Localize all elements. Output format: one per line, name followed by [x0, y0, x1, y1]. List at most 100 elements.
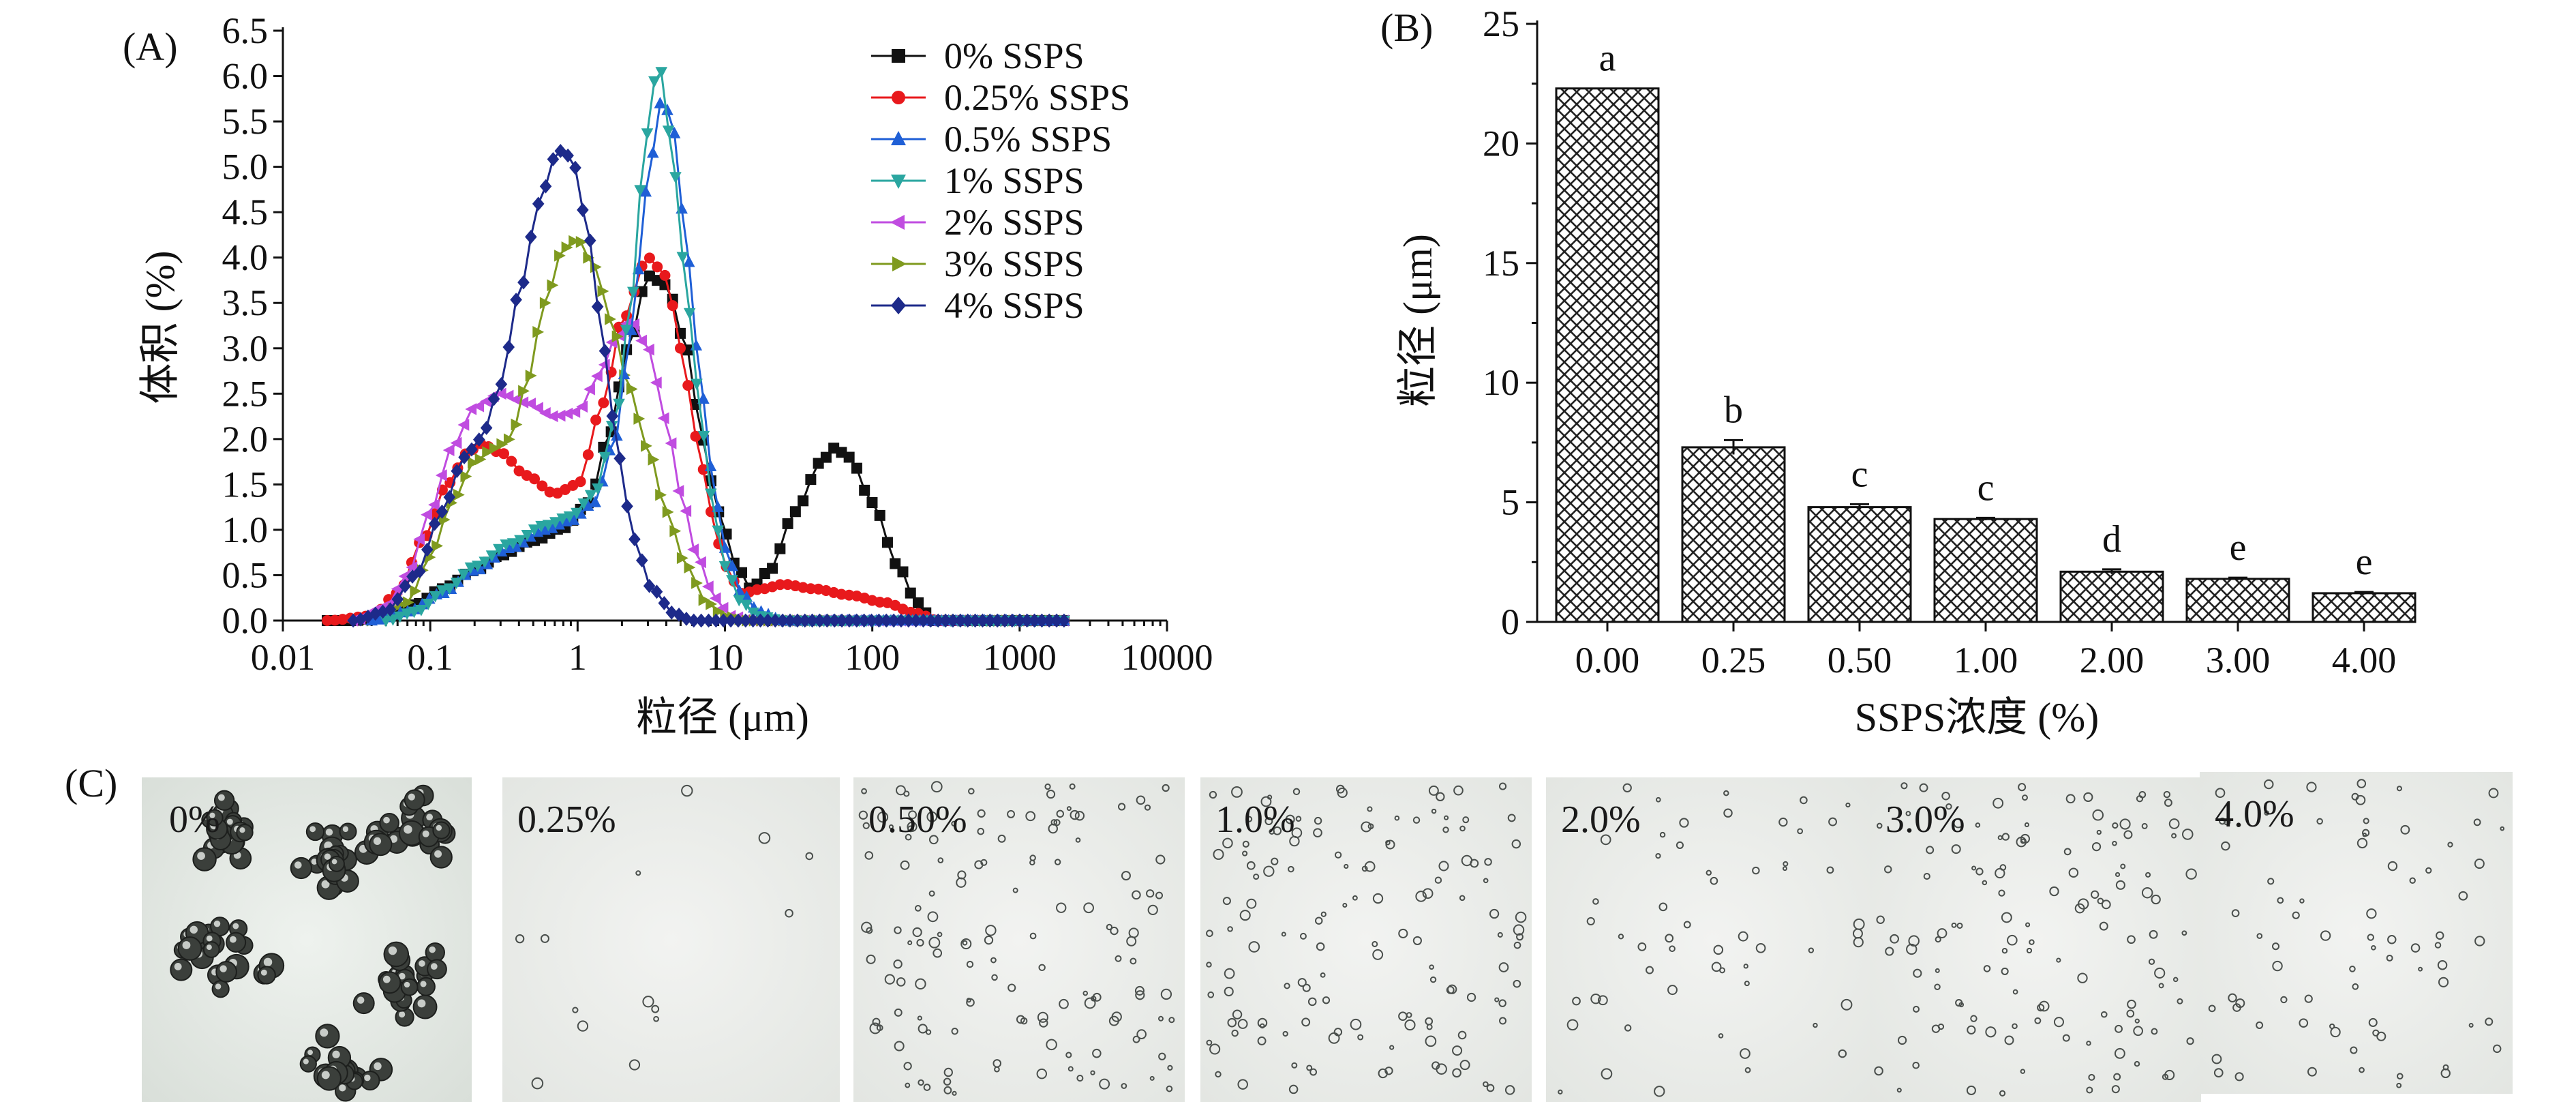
droplet — [2096, 829, 2102, 835]
droplet — [888, 824, 894, 830]
droplet — [1956, 922, 1963, 929]
data-point — [528, 524, 541, 536]
significance-letter: a — [1599, 38, 1616, 80]
legend-label: 3% SSPS — [944, 243, 1085, 284]
droplet — [2120, 863, 2126, 869]
droplet — [1457, 1030, 1467, 1040]
data-point — [613, 321, 624, 333]
data-point — [639, 185, 652, 197]
panel-b-x-label: SSPS浓度 (%) — [1855, 695, 2099, 740]
x-tick-label: 0.01 — [251, 637, 316, 678]
data-point — [789, 506, 801, 518]
droplet-highlight — [206, 935, 213, 942]
droplet-highlight — [422, 830, 429, 837]
data-point — [584, 490, 597, 502]
data-point — [626, 286, 639, 299]
data-point — [466, 442, 478, 457]
droplet — [2299, 1018, 2309, 1028]
data-point — [474, 563, 486, 575]
data-point — [539, 179, 552, 194]
droplet — [1431, 808, 1437, 814]
droplet — [1992, 797, 2004, 809]
data-point — [421, 508, 432, 521]
droplet — [1398, 1011, 1408, 1021]
droplet — [2440, 1068, 2451, 1079]
droplet — [531, 1077, 544, 1090]
droplet — [1295, 816, 1302, 822]
droplet — [1288, 865, 1294, 873]
y-tick-label: 4.5 — [222, 192, 269, 233]
droplet — [1428, 785, 1439, 796]
droplet — [937, 932, 943, 938]
data-point — [415, 604, 427, 616]
data-point — [502, 389, 514, 402]
droplet-highlight — [389, 835, 398, 843]
data-point — [584, 233, 596, 248]
droplet — [1301, 1017, 1311, 1027]
data-point — [506, 456, 517, 467]
droplet — [1975, 867, 1984, 876]
droplet — [2026, 947, 2033, 954]
droplet — [1436, 1063, 1447, 1075]
droplet — [2438, 977, 2449, 987]
data-point — [924, 613, 937, 628]
data-point — [532, 196, 545, 211]
data-point — [672, 485, 684, 497]
droplet — [2086, 1041, 2091, 1046]
droplet — [2267, 878, 2275, 885]
data-point — [635, 553, 648, 568]
data-point — [654, 96, 667, 108]
droplet — [1344, 863, 1349, 869]
droplet — [1444, 815, 1449, 820]
droplet — [2115, 1024, 2123, 1033]
legend-label: 2% SSPS — [944, 202, 1085, 243]
droplet — [1723, 808, 1733, 818]
droplet — [2177, 998, 2183, 1004]
droplet-highlight — [417, 999, 426, 1008]
droplet — [1066, 806, 1072, 811]
data-point — [891, 131, 906, 145]
droplet — [2186, 1037, 2194, 1045]
droplet — [1267, 794, 1273, 800]
droplet — [1282, 1030, 1288, 1037]
data-point — [347, 613, 359, 628]
droplet — [1158, 1015, 1164, 1022]
droplet — [1498, 962, 1509, 972]
droplet — [1622, 783, 1632, 792]
droplet — [1513, 979, 1521, 988]
droplet — [2350, 1046, 2358, 1054]
y-tick-label: 0.0 — [222, 600, 269, 641]
droplet — [425, 942, 445, 963]
droplet — [1452, 1045, 1463, 1056]
droplet — [925, 1029, 932, 1035]
droplet — [2316, 818, 2323, 825]
droplet — [192, 847, 217, 872]
droplet — [2181, 829, 2194, 840]
droplet — [1134, 985, 1145, 996]
legend-label: 1% SSPS — [944, 160, 1085, 201]
y-tick-label: 5.0 — [222, 147, 269, 188]
droplet — [1953, 818, 1964, 829]
droplet — [1945, 803, 1952, 810]
droplet — [2500, 826, 2505, 831]
data-point — [547, 279, 559, 292]
droplet — [1067, 1066, 1074, 1072]
data-point — [697, 430, 710, 443]
droplet — [1601, 1068, 1613, 1080]
droplet — [1162, 784, 1170, 792]
droplet — [1459, 1060, 1470, 1071]
droplet — [1054, 859, 1061, 865]
data-point — [851, 462, 862, 474]
droplet — [2145, 872, 2151, 878]
droplet — [1291, 827, 1303, 839]
droplet — [1248, 941, 1260, 953]
data-point — [605, 421, 618, 432]
droplet — [1136, 1029, 1147, 1039]
droplet — [1106, 923, 1113, 931]
droplet — [2271, 942, 2280, 951]
droplet — [1007, 983, 1016, 992]
droplet — [2127, 935, 2136, 944]
droplet — [915, 978, 926, 990]
droplet — [642, 996, 654, 1008]
significance-letter: d — [2102, 518, 2121, 561]
